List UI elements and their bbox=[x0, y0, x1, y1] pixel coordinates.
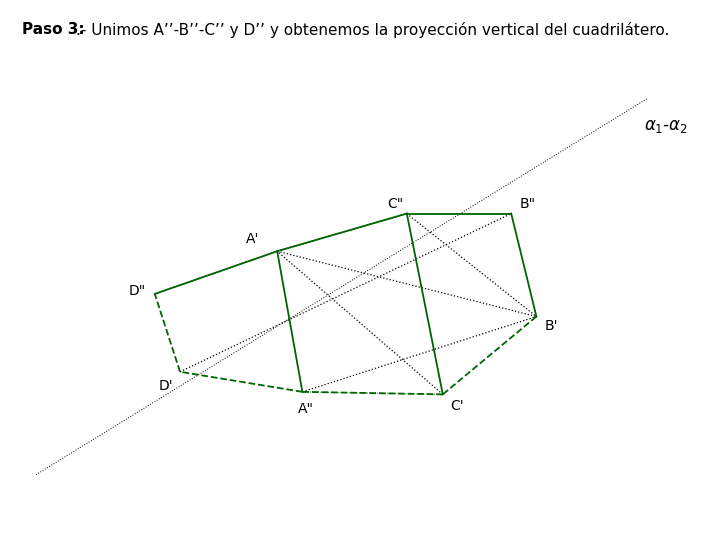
Text: D': D' bbox=[158, 379, 173, 393]
Text: A": A" bbox=[298, 402, 314, 416]
Text: A': A' bbox=[246, 232, 259, 246]
Text: D": D" bbox=[129, 285, 146, 299]
Text: C': C' bbox=[450, 400, 464, 414]
Text: B': B' bbox=[545, 319, 559, 333]
Text: Paso 3:: Paso 3: bbox=[22, 22, 84, 37]
Text: .- Unimos A’’-B’’-C’’ y D’’ y obtenemos la proyección vertical del cuadrilátero.: .- Unimos A’’-B’’-C’’ y D’’ y obtenemos … bbox=[76, 22, 669, 38]
Text: B": B" bbox=[520, 197, 536, 211]
Text: $\alpha_1$-$\alpha_2$: $\alpha_1$-$\alpha_2$ bbox=[644, 117, 688, 134]
Text: C": C" bbox=[387, 197, 403, 211]
